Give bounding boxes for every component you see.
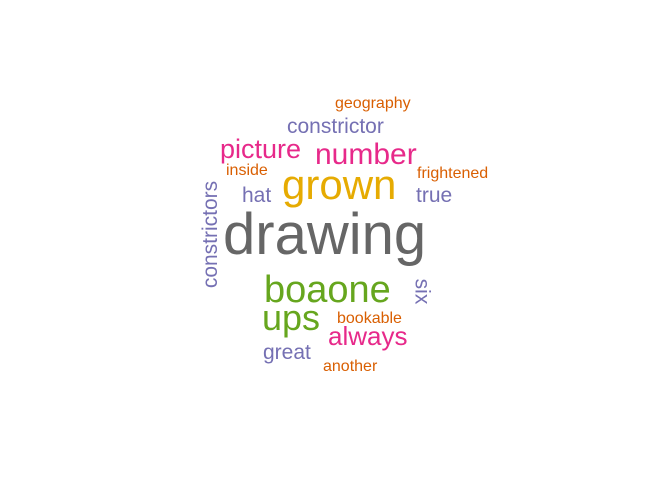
word-picture: picture xyxy=(220,134,302,164)
word-grown: grown xyxy=(282,161,397,208)
word-six: six xyxy=(410,278,434,305)
word-true: true xyxy=(416,184,453,207)
word-constrictors: constrictors xyxy=(199,180,223,289)
word-drawing: drawing xyxy=(223,202,427,267)
word-hat: hat xyxy=(242,184,272,207)
word-frightened: frightened xyxy=(417,165,489,182)
word-great: great xyxy=(263,341,311,364)
word-number: number xyxy=(315,138,417,171)
word-always: always xyxy=(328,321,408,351)
word-geography: geography xyxy=(335,95,411,112)
word-another: another xyxy=(323,358,378,375)
word-ups: ups xyxy=(262,297,321,338)
word-bookable: bookable xyxy=(337,310,402,327)
word-boaone: boaone xyxy=(264,269,391,311)
word-inside: inside xyxy=(226,162,268,179)
word-constrictor: constrictor xyxy=(287,115,384,138)
